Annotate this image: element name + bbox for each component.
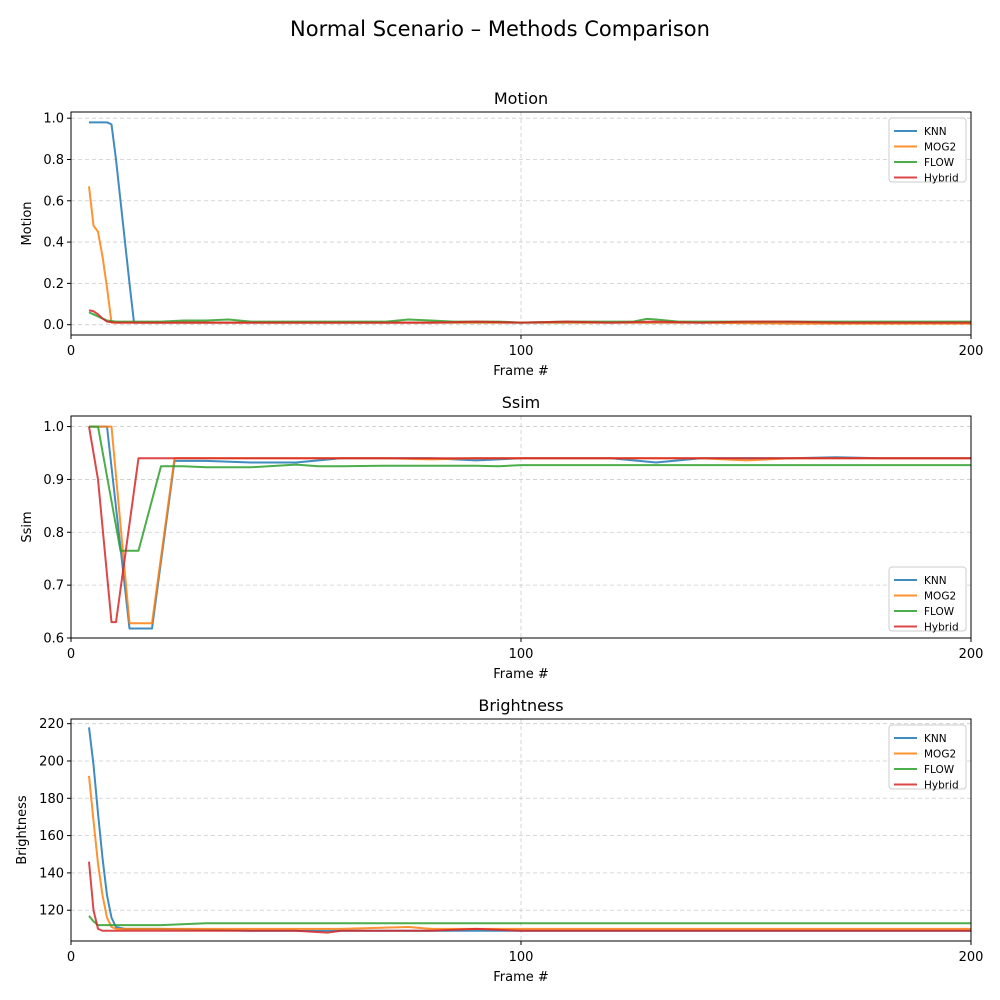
grid bbox=[70, 112, 972, 335]
series-line-flow bbox=[88, 311, 971, 324]
x-tick-label: 0 bbox=[67, 950, 75, 965]
y-axis-label: Ssim bbox=[20, 511, 35, 542]
y-tick-label: 180 bbox=[39, 792, 64, 807]
panel-title: Motion bbox=[494, 89, 548, 108]
panel-title: Ssim bbox=[502, 393, 541, 412]
legend-label: MOG2 bbox=[924, 591, 956, 603]
legend: KNN MOG2 FLOW Hybrid bbox=[888, 566, 967, 634]
legend-label: FLOW bbox=[924, 764, 955, 776]
x-axis-label: Frame # bbox=[493, 364, 549, 379]
legend-box bbox=[888, 117, 967, 183]
figure-title: Normal Scenario – Methods Comparison bbox=[290, 17, 710, 41]
legend: KNN MOG2 FLOW Hybrid bbox=[888, 724, 967, 792]
series-line-hybrid bbox=[88, 861, 971, 934]
x-tick-label: 200 bbox=[959, 950, 984, 965]
y-tick-label: 0.9 bbox=[43, 473, 64, 488]
series-line-knn bbox=[89, 425, 971, 630]
y-tick-label: 0.8 bbox=[43, 526, 64, 541]
panel-motion: 0 100 200 0.0 0.2 0.4 0.6 0.8 1.0 Motion Frame # Mo… bbox=[20, 89, 983, 379]
x-tick-label: 100 bbox=[509, 950, 534, 965]
series-line-knn bbox=[89, 121, 971, 324]
y-tick-label: 0.7 bbox=[43, 579, 64, 594]
panel-title: Brightness bbox=[478, 696, 563, 715]
axes-frame bbox=[70, 718, 972, 942]
y-tick-label: 0.0 bbox=[43, 318, 64, 333]
series-line-mog2 bbox=[88, 775, 971, 930]
legend-label: FLOW bbox=[924, 157, 955, 169]
y-tick-label: 220 bbox=[39, 717, 64, 732]
x-tick-label: 100 bbox=[509, 344, 534, 359]
legend-box bbox=[888, 566, 967, 632]
legend-label: Hybrid bbox=[924, 622, 959, 634]
series-line-knn bbox=[88, 727, 971, 932]
y-tick-label: 0.8 bbox=[43, 153, 64, 168]
series-line-flow bbox=[88, 915, 971, 927]
series-line-mog2 bbox=[89, 425, 971, 625]
legend-label: Hybrid bbox=[924, 780, 959, 792]
y-axis-label: Brightness bbox=[15, 795, 30, 864]
series-line-flow bbox=[89, 425, 971, 552]
x-tick-label: 0 bbox=[67, 647, 75, 662]
y-tick-label: 0.6 bbox=[43, 194, 64, 209]
x-axis-label: Frame # bbox=[493, 667, 549, 682]
legend-label: Hybrid bbox=[924, 173, 959, 185]
legend-label: FLOW bbox=[924, 606, 955, 618]
y-tick-label: 120 bbox=[39, 904, 64, 919]
legend-box bbox=[888, 724, 967, 790]
legend-label: KNN bbox=[924, 575, 947, 587]
x-tick-label: 0 bbox=[67, 344, 75, 359]
x-tick-label: 100 bbox=[509, 647, 534, 662]
y-tick-label: 0.4 bbox=[43, 236, 64, 251]
y-tick-label: 0.2 bbox=[43, 277, 64, 292]
chart-panels: 0 100 200 0.0 0.2 0.4 0.6 0.8 1.0 Motion Frame # Mo… bbox=[15, 89, 983, 985]
grid bbox=[70, 416, 972, 639]
y-tick-label: 140 bbox=[39, 866, 64, 881]
legend-label: MOG2 bbox=[924, 142, 956, 154]
panel-ssim: 0 100 200 0.6 0.7 0.8 0.9 1.0 Ssim Frame # Ssim KNN… bbox=[20, 393, 983, 682]
y-tick-label: 1.0 bbox=[43, 420, 64, 435]
legend-label: KNN bbox=[924, 126, 947, 138]
x-tick-label: 200 bbox=[959, 647, 984, 662]
legend-label: KNN bbox=[924, 733, 947, 745]
legend: KNN MOG2 FLOW Hybrid bbox=[888, 117, 967, 185]
panel-brightness: 0 100 200 120 140 160 180 200 220 Brightness Frame… bbox=[15, 696, 983, 985]
y-tick-label: 200 bbox=[39, 754, 64, 769]
x-tick-label: 200 bbox=[959, 344, 984, 359]
axes-frame bbox=[70, 415, 972, 639]
grid bbox=[70, 719, 972, 941]
series-line-mog2 bbox=[88, 186, 971, 325]
y-axis-label: Motion bbox=[20, 201, 35, 245]
y-tick-label: 160 bbox=[39, 829, 64, 844]
x-axis-label: Frame # bbox=[493, 970, 549, 985]
y-tick-label: 1.0 bbox=[43, 112, 64, 127]
series-line-hybrid bbox=[88, 426, 971, 624]
legend-label: MOG2 bbox=[924, 749, 956, 761]
series-line-hybrid bbox=[88, 309, 971, 324]
y-tick-label: 0.6 bbox=[43, 632, 64, 647]
